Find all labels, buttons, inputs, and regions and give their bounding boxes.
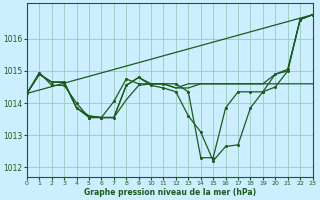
X-axis label: Graphe pression niveau de la mer (hPa): Graphe pression niveau de la mer (hPa) <box>84 188 256 197</box>
